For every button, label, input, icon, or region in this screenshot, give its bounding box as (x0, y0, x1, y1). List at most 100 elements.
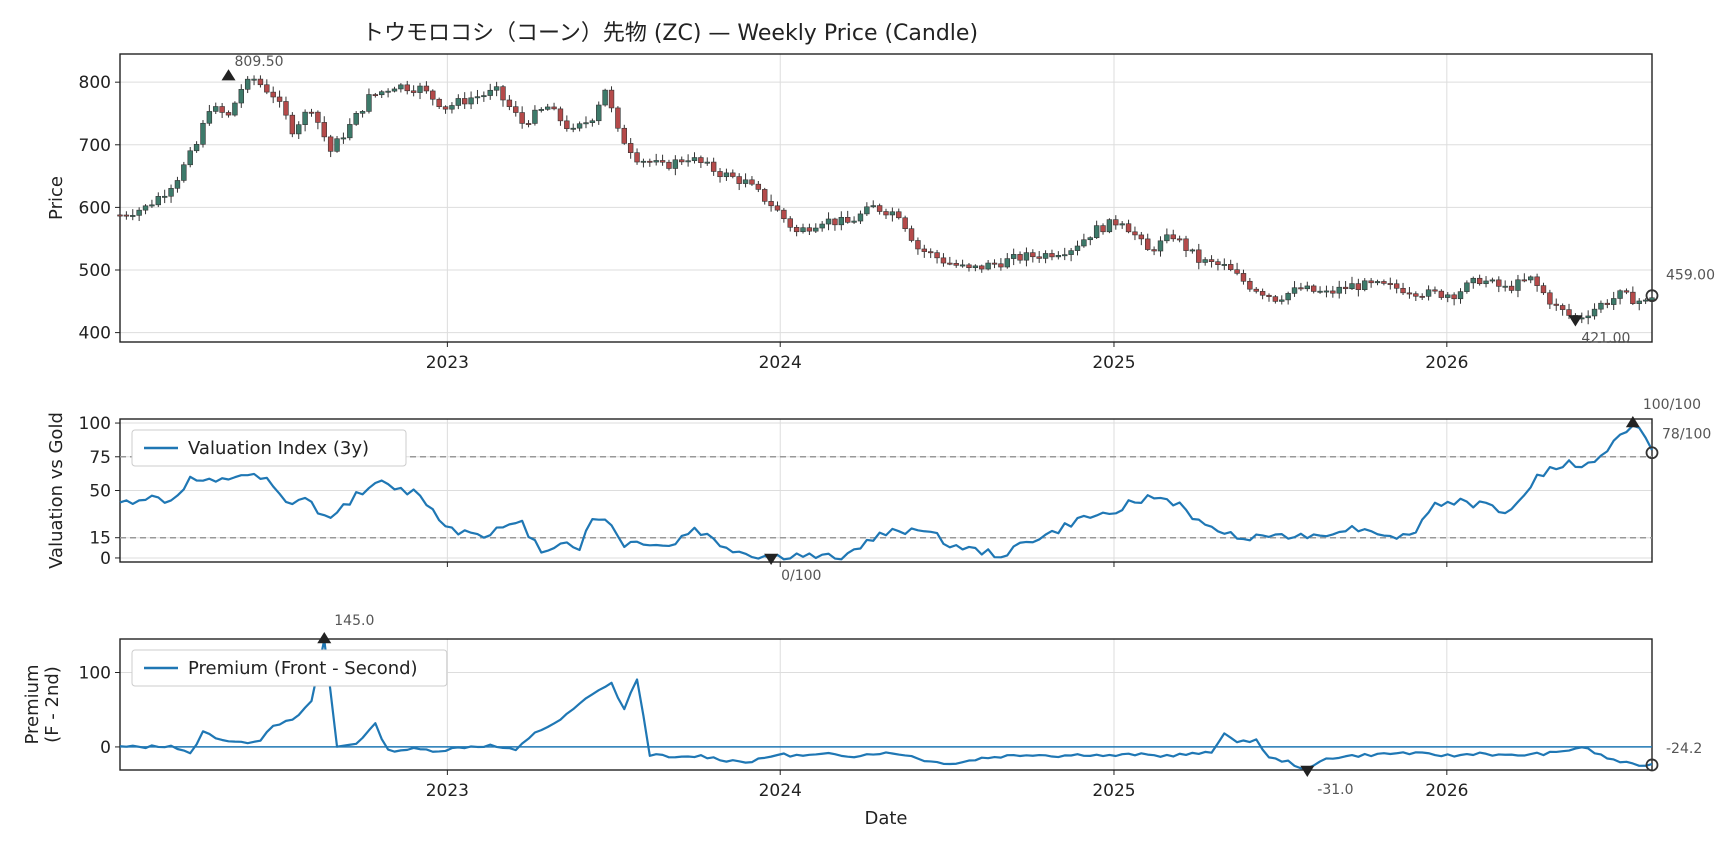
y-axis-label: Price (46, 176, 67, 220)
candle-body (1074, 245, 1081, 251)
x-axis-label: Date (864, 808, 907, 829)
candle-body (1617, 290, 1623, 299)
candle-body (193, 144, 200, 152)
candle-body (225, 112, 232, 116)
candle-body (1489, 279, 1496, 282)
candle-body (1132, 231, 1138, 236)
candle-body (902, 217, 908, 229)
candle-body (653, 160, 659, 163)
min-marker (1300, 765, 1315, 777)
candle-body (870, 205, 876, 208)
candle-body (883, 211, 889, 216)
candle-body (1310, 285, 1317, 292)
candle-body (627, 143, 634, 153)
candle-body (851, 220, 857, 223)
candle-body (283, 101, 289, 116)
candle-body (825, 218, 832, 225)
x-tick-label: 2025 (1092, 781, 1135, 801)
candle-body (206, 111, 213, 124)
candle-body (1215, 261, 1221, 265)
candle-body (596, 104, 602, 122)
candle-body (1445, 294, 1451, 298)
candle-body (142, 205, 149, 211)
candle-body (353, 112, 359, 125)
legend-box (131, 649, 448, 687)
candle-body (774, 205, 781, 211)
candle-body (1285, 293, 1291, 301)
candle-body (1304, 285, 1311, 290)
candle-body (1017, 254, 1023, 261)
candle-body (1202, 259, 1208, 263)
candle-body (768, 201, 774, 207)
candle-body (1559, 305, 1566, 310)
candle-body (168, 188, 174, 197)
candle-body (1502, 285, 1508, 288)
candle-body (1336, 286, 1342, 294)
candle-body (921, 248, 928, 252)
candle-body (991, 262, 998, 265)
candle-body (844, 217, 851, 223)
candle-body (372, 94, 379, 97)
candle-body (276, 96, 283, 102)
candle-body (544, 106, 551, 110)
candle-body (174, 180, 181, 189)
candle-body (979, 265, 985, 270)
figure-title: トウモロコシ（コーン）先物 (ZC) — Weekly Price (Candl… (362, 21, 978, 46)
candle-body (1196, 249, 1202, 263)
candle-body (366, 94, 372, 112)
candle-body (244, 78, 251, 90)
candle-body (232, 102, 238, 116)
series-line (119, 638, 1653, 770)
candle-body (1247, 280, 1253, 290)
candle-body (1374, 281, 1381, 284)
candle-body (1145, 238, 1151, 250)
candle-body (1508, 285, 1515, 291)
candle-body (857, 213, 864, 222)
candle-body (1432, 289, 1438, 292)
candle-body (1419, 295, 1425, 298)
legend-box (131, 429, 407, 467)
candle-body (838, 217, 845, 226)
candle-body (640, 160, 647, 163)
candle-body (755, 183, 762, 190)
candle-body (985, 262, 991, 270)
candle-body (1355, 283, 1362, 291)
candle-body (264, 84, 270, 93)
y-tick-label: 800 (79, 73, 111, 93)
x-tick-label: 2026 (1425, 781, 1468, 801)
candle-body (800, 227, 806, 233)
candle-body (1049, 253, 1055, 258)
candle-body (1151, 249, 1157, 252)
candle-body (500, 86, 506, 101)
candle-body (557, 108, 564, 122)
candle-body (423, 85, 430, 92)
x-tick-label: 2026 (1425, 353, 1468, 373)
candle-body (1623, 290, 1630, 293)
y-tick-label: 100 (79, 663, 111, 683)
candle-body (1598, 302, 1604, 310)
candle-body (589, 120, 596, 123)
y-tick-label: 0 (100, 738, 111, 758)
candle-body (634, 152, 640, 163)
candle-body (1642, 299, 1649, 302)
valuation-panel: 015 50 75 100 Valuation vs Gold Valuation Ind… (46, 397, 1711, 584)
candle-body (487, 89, 493, 96)
candle-body (1566, 309, 1572, 316)
candle-body (615, 107, 621, 129)
candle-body (1055, 255, 1062, 258)
candle-body (449, 105, 455, 110)
candle-body (1547, 292, 1553, 305)
candle-body (1342, 286, 1349, 290)
max-marker (1625, 416, 1640, 428)
candle-body (1183, 238, 1189, 251)
candle-body (532, 109, 538, 124)
candle-body (1362, 280, 1368, 291)
candle-body (1413, 293, 1419, 297)
candle-body (1010, 254, 1017, 259)
y-tick-label: 700 (79, 136, 111, 156)
candle-body (959, 264, 966, 267)
candle-body (698, 157, 704, 164)
y-tick-label: 0 (100, 549, 111, 569)
y-tick-label: 50 (89, 482, 111, 502)
